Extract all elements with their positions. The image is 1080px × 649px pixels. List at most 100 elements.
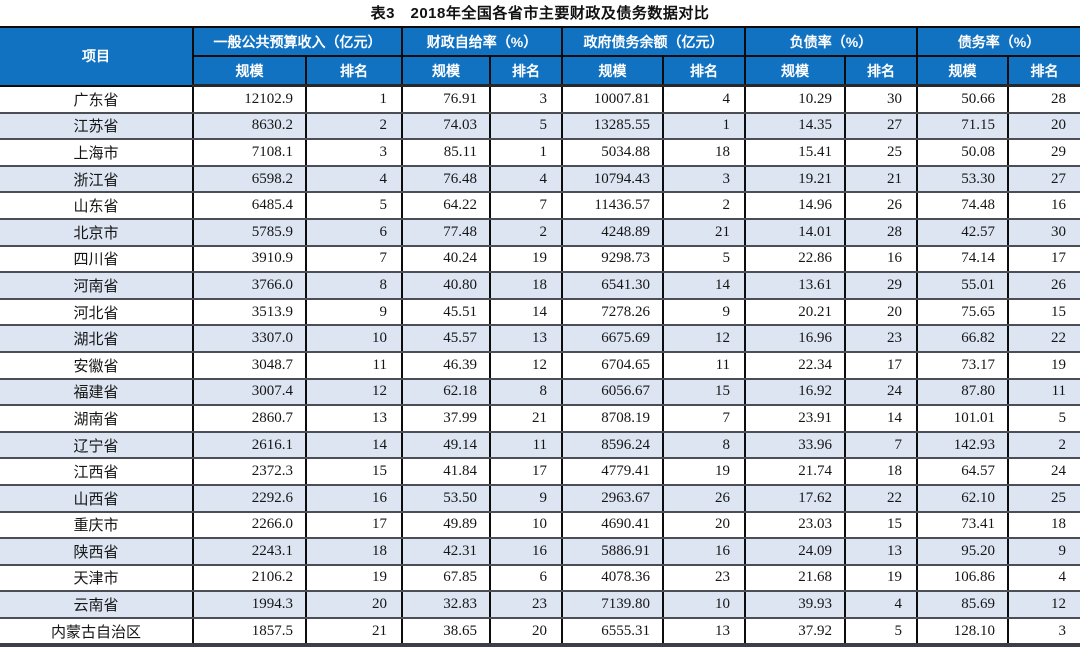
rank-cell: 15 xyxy=(1007,297,1080,327)
fiscal-data-table: 项目 一般公共预算收入（亿元） 财政自给率（%） 政府债务余额（亿元） 负债率（… xyxy=(0,26,1080,648)
value-cell: 3513.9 xyxy=(192,297,307,327)
rank-cell: 19 xyxy=(305,563,403,593)
table-row: 重庆市 2266.0 17 49.89 10 4690.41 20 23.03 15 73.41 1… xyxy=(0,510,1080,540)
value-cell: 7278.26 xyxy=(561,297,665,327)
rank-cell: 20 xyxy=(662,510,747,540)
table-row: 上海市 7108.1 3 85.11 1 5034.88 18 15.41 25 50.08 29 xyxy=(0,138,1080,167)
value-cell: 67.85 xyxy=(401,563,491,593)
value-cell: 45.57 xyxy=(401,324,491,353)
rank-cell: 18 xyxy=(305,537,403,566)
rank-cell: 15 xyxy=(662,377,747,407)
value-cell: 15.41 xyxy=(744,138,847,167)
province-name: 湖南省 xyxy=(0,404,194,433)
rank-cell: 26 xyxy=(844,191,919,220)
rank-cell: 14 xyxy=(305,430,403,460)
table-row: 辽宁省 2616.1 14 49.14 11 8596.24 8 33.96 7 142.93 2 xyxy=(0,430,1080,460)
group-header-self-sufficiency: 财政自给率（%） xyxy=(400,26,564,57)
rank-cell: 13 xyxy=(488,324,564,353)
table-row: 湖南省 2860.7 13 37.99 21 8708.19 7 23.91 14 101.01 5 xyxy=(0,404,1080,433)
value-cell: 50.08 xyxy=(916,138,1010,167)
rank-cell: 1 xyxy=(662,111,747,141)
table-row: 湖北省 3307.0 10 45.57 13 6675.69 12 16.96 23 66.82 2… xyxy=(0,324,1080,353)
value-cell: 6675.69 xyxy=(561,324,665,353)
value-cell: 10.29 xyxy=(744,84,847,114)
province-name: 江苏省 xyxy=(0,111,194,141)
value-cell: 2860.7 xyxy=(192,404,307,433)
value-cell: 5886.91 xyxy=(561,537,665,566)
value-cell: 3307.0 xyxy=(192,324,307,353)
rank-cell: 7 xyxy=(305,244,403,274)
value-cell: 74.14 xyxy=(916,244,1010,274)
value-cell: 10007.81 xyxy=(561,84,665,114)
table-row: 河南省 3766.0 8 40.80 18 6541.30 14 13.61 29 55.01 26 xyxy=(0,271,1080,300)
value-cell: 74.48 xyxy=(916,191,1010,220)
value-cell: 13285.55 xyxy=(561,111,665,141)
value-cell: 13.61 xyxy=(744,271,847,300)
value-cell: 2292.6 xyxy=(192,483,307,513)
value-cell: 6541.30 xyxy=(561,271,665,300)
corner-header-cell: 项目 xyxy=(0,26,194,87)
value-cell: 4078.36 xyxy=(561,563,665,593)
value-cell: 6555.31 xyxy=(561,616,665,647)
value-cell: 21.68 xyxy=(744,563,847,593)
rank-cell: 12 xyxy=(1007,590,1080,619)
value-cell: 50.66 xyxy=(916,84,1010,114)
rank-cell: 2 xyxy=(488,217,564,247)
rank-cell: 9 xyxy=(488,483,564,513)
rank-cell: 4 xyxy=(488,164,564,194)
rank-cell: 7 xyxy=(662,404,747,433)
rank-cell: 4 xyxy=(1007,563,1080,593)
rank-cell: 17 xyxy=(844,350,919,380)
rank-cell: 9 xyxy=(305,297,403,327)
value-cell: 7139.80 xyxy=(561,590,665,619)
rank-cell: 19 xyxy=(1007,350,1080,380)
value-cell: 37.92 xyxy=(744,616,847,647)
subheader-scale: 规模 xyxy=(401,55,491,87)
value-cell: 8630.2 xyxy=(192,111,307,141)
rank-cell: 16 xyxy=(662,537,747,566)
table-row: 山西省 2292.6 16 53.50 9 2963.67 26 17.62 22 62.10 25 xyxy=(0,483,1080,513)
value-cell: 20.21 xyxy=(744,297,847,327)
rank-cell: 22 xyxy=(844,483,919,513)
rank-cell: 12 xyxy=(305,377,403,407)
rank-cell: 9 xyxy=(1007,537,1080,566)
rank-cell: 13 xyxy=(305,404,403,433)
rank-cell: 6 xyxy=(305,217,403,247)
province-name: 山西省 xyxy=(0,483,194,513)
rank-cell: 16 xyxy=(844,244,919,274)
rank-cell: 25 xyxy=(1007,483,1080,513)
group-header-row: 项目 一般公共预算收入（亿元） 财政自给率（%） 政府债务余额（亿元） 负债率（… xyxy=(0,26,1080,87)
value-cell: 33.96 xyxy=(744,430,847,460)
value-cell: 2372.3 xyxy=(192,457,307,486)
table-row: 内蒙古自治区 1857.5 21 38.65 20 6555.31 13 37.92 5 128.… xyxy=(0,616,1080,647)
rank-cell: 5 xyxy=(488,111,564,141)
province-name: 福建省 xyxy=(0,377,194,407)
value-cell: 16.92 xyxy=(744,377,847,407)
value-cell: 53.30 xyxy=(916,164,1010,194)
value-cell: 8708.19 xyxy=(561,404,665,433)
value-cell: 76.91 xyxy=(401,84,491,114)
rank-cell: 4 xyxy=(662,84,747,114)
rank-cell: 28 xyxy=(844,217,919,247)
province-name: 上海市 xyxy=(0,138,194,167)
value-cell: 64.22 xyxy=(401,191,491,220)
value-cell: 62.18 xyxy=(401,377,491,407)
value-cell: 4248.89 xyxy=(561,217,665,247)
value-cell: 32.83 xyxy=(401,590,491,619)
rank-cell: 13 xyxy=(844,537,919,566)
rank-cell: 23 xyxy=(844,324,919,353)
subheader-scale: 规模 xyxy=(193,55,307,87)
rank-cell: 13 xyxy=(662,616,747,647)
value-cell: 53.50 xyxy=(401,483,491,513)
rank-cell: 21 xyxy=(488,404,564,433)
province-name: 四川省 xyxy=(0,244,194,274)
value-cell: 73.41 xyxy=(916,510,1010,540)
value-cell: 19.21 xyxy=(744,164,847,194)
rank-cell: 26 xyxy=(662,483,747,513)
province-name: 重庆市 xyxy=(0,510,194,540)
province-name: 安徽省 xyxy=(0,350,194,380)
value-cell: 8596.24 xyxy=(561,430,665,460)
rank-cell: 2 xyxy=(305,111,403,141)
subheader-scale: 规模 xyxy=(561,55,665,87)
